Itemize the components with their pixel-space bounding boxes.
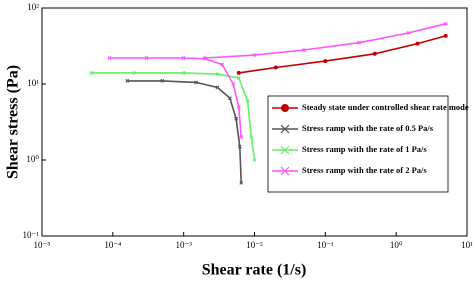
data-point xyxy=(231,82,236,86)
legend-text: Steady state under controlled shear rate… xyxy=(302,102,469,112)
data-point xyxy=(160,78,165,83)
data-point xyxy=(273,65,278,70)
data-point xyxy=(443,33,448,38)
data-point xyxy=(372,51,377,56)
data-point xyxy=(125,78,130,83)
data-point xyxy=(234,116,239,121)
data-point xyxy=(357,40,362,45)
data-point xyxy=(323,59,328,64)
data-point xyxy=(252,53,257,58)
x-tick-label: 10⁻⁴ xyxy=(104,240,121,250)
data-point xyxy=(237,144,242,149)
data-point xyxy=(215,85,220,90)
y-tick-label: 10⁰ xyxy=(26,154,39,164)
y-tick-label: 10² xyxy=(27,2,39,12)
data-point xyxy=(220,62,225,67)
data-point xyxy=(194,80,199,85)
x-tick-label: 10⁻⁵ xyxy=(34,240,51,250)
data-point xyxy=(443,21,448,26)
series-line xyxy=(127,80,242,183)
series-line xyxy=(109,23,446,138)
x-tick-label: 10⁻³ xyxy=(175,240,192,250)
data-point xyxy=(415,41,420,46)
y-axis-label: Shear stress (Pa) xyxy=(5,65,22,179)
y-tick-label: 10⁻¹ xyxy=(23,230,40,240)
x-tick-label: 10⁰ xyxy=(390,240,403,250)
data-point xyxy=(239,135,244,140)
data-point xyxy=(239,180,244,185)
data-point xyxy=(89,70,94,75)
data-point xyxy=(181,70,186,75)
series-line xyxy=(238,35,446,74)
data-point xyxy=(228,96,232,101)
data-point xyxy=(302,48,306,52)
legend-marker xyxy=(280,166,290,176)
data-point xyxy=(215,72,220,77)
legend-marker xyxy=(281,104,289,112)
x-tick-label: 10¹ xyxy=(461,240,473,250)
legend-marker xyxy=(280,145,290,155)
data-point xyxy=(249,135,254,140)
legend-marker xyxy=(280,124,290,134)
data-point xyxy=(107,56,112,60)
x-tick-label: 10⁻² xyxy=(246,240,263,250)
data-point xyxy=(181,56,186,60)
legend-box xyxy=(267,95,449,193)
data-point xyxy=(236,70,241,75)
y-tick-label: 10¹ xyxy=(27,78,39,88)
data-point xyxy=(144,56,149,60)
x-axis-label: Shear rate (1/s) xyxy=(202,262,307,279)
legend-text: Stress ramp with the rate of 1 Pa/s xyxy=(302,144,427,154)
data-point xyxy=(406,30,411,35)
data-point xyxy=(252,158,257,162)
data-point xyxy=(132,70,137,75)
legend-text: Stress ramp with the rate of 2 Pa/s xyxy=(302,165,427,175)
legend-text: Stress ramp with the rate of 0.5 Pa/s xyxy=(302,123,434,133)
data-point xyxy=(236,104,241,109)
data-point xyxy=(203,56,207,60)
series-line xyxy=(91,72,256,161)
data-point xyxy=(236,76,241,80)
x-tick-label: 10⁻¹ xyxy=(317,240,334,250)
data-point xyxy=(245,98,250,103)
